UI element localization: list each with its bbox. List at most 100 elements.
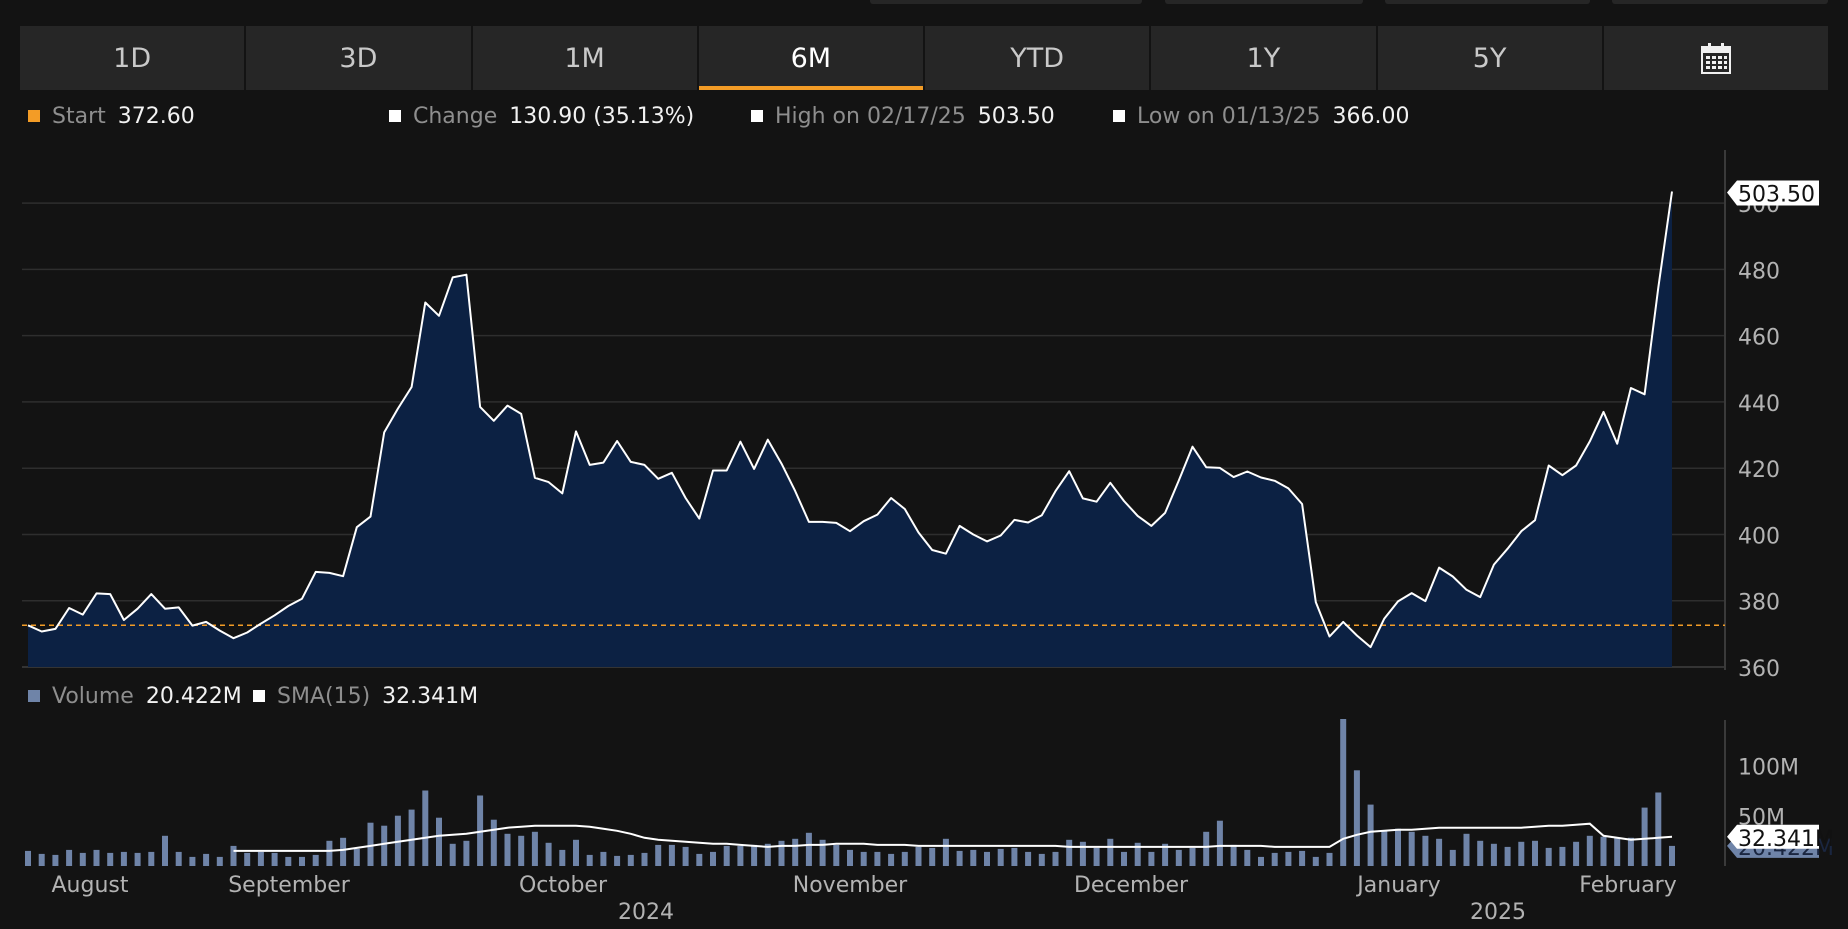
volume-bar: [668, 844, 675, 866]
volume-bar: [271, 852, 278, 866]
legend-high: High on 02/17/25 503.50: [751, 104, 1055, 129]
volume-bar: [942, 838, 949, 866]
volume-bar: [1408, 831, 1415, 866]
x-month-label: January: [1355, 873, 1440, 898]
volume-bar: [285, 856, 292, 866]
x-month-label: September: [228, 873, 351, 898]
low-swatch: [1113, 110, 1125, 122]
volume-bar: [627, 854, 634, 866]
y-tick-label: 460: [1738, 326, 1780, 351]
volume-bar: [1340, 719, 1347, 866]
tab-ytd[interactable]: YTD: [925, 26, 1150, 90]
x-month-label: February: [1579, 873, 1677, 898]
change-swatch: [389, 110, 401, 122]
volume-bar: [1518, 841, 1525, 866]
volume-bar: [682, 846, 689, 866]
volume-bar: [778, 840, 785, 866]
tab-3d[interactable]: 3D: [246, 26, 471, 90]
volume-bar: [997, 848, 1004, 866]
volume-value: 20.422M: [145, 683, 242, 709]
volume-bar: [1258, 856, 1264, 866]
volume-bar: [1244, 849, 1251, 866]
volume-bar: [408, 809, 415, 866]
volume-bar: [1367, 804, 1374, 866]
sma-swatch: [253, 690, 265, 702]
volume-bar: [531, 831, 538, 866]
volume-bar: [1107, 838, 1114, 866]
volume-bar: [751, 844, 758, 866]
volume-bar: [1559, 846, 1566, 866]
volume-bar: [1038, 853, 1045, 866]
change-label: Change: [413, 103, 498, 129]
volume-bar: [764, 843, 771, 866]
volume-bar: [1532, 840, 1538, 866]
top-control-stub: [1385, 0, 1590, 4]
start-swatch: [28, 110, 40, 122]
volume-bar: [1353, 770, 1360, 866]
volume-bar: [93, 849, 100, 866]
tab-label: 1Y: [1246, 42, 1281, 74]
volume-bar: [1011, 847, 1018, 866]
volume-bar: [1066, 839, 1073, 866]
x-month-label: August: [52, 873, 129, 898]
volume-bar: [1326, 852, 1333, 866]
volume-bar: [490, 819, 497, 866]
volume-bar: [805, 832, 812, 866]
volume-bar: [38, 853, 45, 866]
tab-label: 1M: [564, 42, 605, 74]
volume-bar: [901, 851, 908, 866]
volume-bar: [436, 817, 442, 866]
tab-5y[interactable]: 5Y: [1377, 26, 1602, 90]
legend-volume: Volume 20.422M: [28, 684, 242, 709]
low-label: Low on 01/13/25: [1137, 103, 1321, 129]
last-price-tag: [1727, 180, 1819, 206]
volume-bar: [107, 852, 114, 866]
tab-1y[interactable]: 1Y: [1151, 26, 1376, 90]
legend-start: Start 372.60: [28, 104, 195, 129]
calendar-button[interactable]: [1603, 26, 1828, 90]
volume-bar: [477, 795, 484, 866]
y-tick-label: 440: [1738, 392, 1780, 417]
volume-bar: [216, 856, 223, 866]
volume-bar: [1669, 845, 1675, 866]
volume-bar: [819, 839, 826, 866]
volume-bar: [449, 843, 456, 866]
top-control-stub: [870, 0, 1142, 4]
volume-bar: [203, 853, 210, 866]
volume-bar: [1079, 841, 1086, 866]
volume-bar: [1121, 851, 1127, 866]
volume-bar: [1395, 828, 1401, 866]
volume-bar: [600, 851, 607, 866]
volume-bar: [888, 853, 895, 866]
volume-bar: [792, 838, 799, 866]
y-tick-label: 360: [1738, 657, 1780, 682]
volume-bar: [1093, 847, 1100, 866]
volume-bar: [614, 855, 621, 866]
volume-bar: [1490, 843, 1497, 866]
sma-tag: [1727, 824, 1819, 849]
volume-bar: [586, 854, 593, 866]
start-label: Start: [52, 103, 106, 129]
volume-tag-label: 20.422M: [1738, 836, 1834, 861]
volume-bar: [1436, 838, 1443, 866]
x-month-label: December: [1074, 873, 1189, 898]
volume-bar: [915, 846, 922, 866]
tab-6m[interactable]: 6M: [698, 26, 924, 90]
x-year-label: 2024: [618, 900, 674, 925]
volume-bar: [1600, 836, 1607, 866]
sma-line: [233, 822, 1673, 852]
top-control-stub: [1612, 0, 1828, 4]
volume-tick-label: 100M: [1738, 755, 1799, 780]
tab-1d[interactable]: 1D: [20, 26, 245, 90]
y-tick-label: 400: [1738, 524, 1780, 549]
volume-bar: [1285, 851, 1292, 866]
last-price-label: 503.50: [1738, 183, 1815, 208]
volume-label: Volume: [52, 683, 134, 709]
volume-tag: [1727, 834, 1819, 858]
volume-bar: [874, 851, 881, 866]
volume-bar: [134, 852, 141, 866]
volume-bar: [833, 844, 840, 866]
volume-bar: [1230, 844, 1237, 866]
volume-bar: [1655, 792, 1662, 866]
tab-1m[interactable]: 1M: [472, 26, 697, 90]
